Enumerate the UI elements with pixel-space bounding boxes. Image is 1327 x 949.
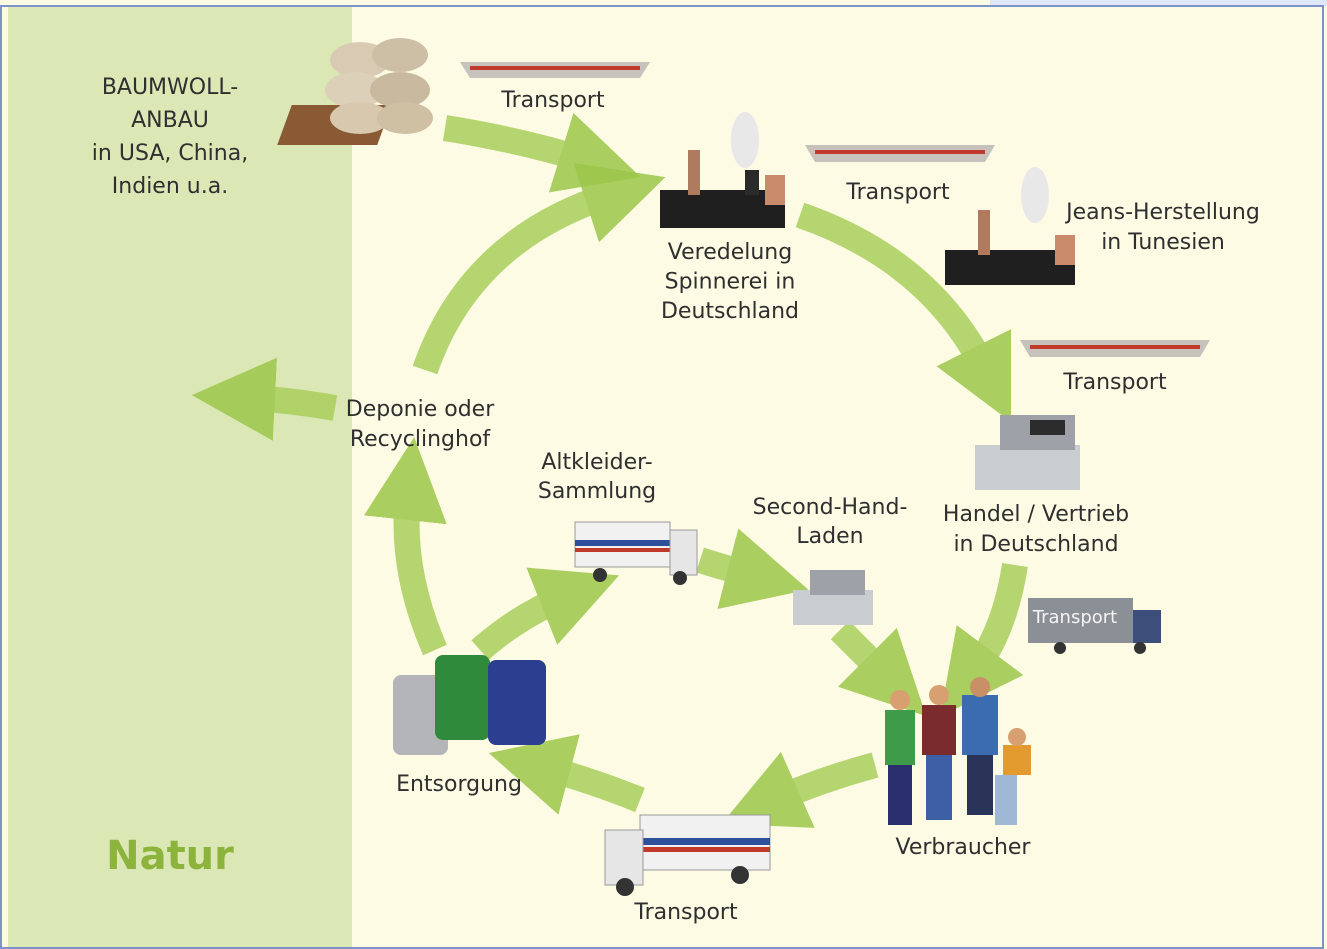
node-label: Recyclinghof [350,427,492,452]
node-label: Laden [796,524,863,549]
node-label: Entsorgung [396,772,522,797]
node-label: Second-Hand- [753,495,908,520]
region-label: Natur [106,833,234,879]
node-label: Verbraucher [896,835,1032,860]
node-label: Transport [1062,370,1167,395]
node-label: Jeans-Herstellung [1064,200,1260,225]
node-label: Transport [633,900,738,925]
node-label: in USA, China, [92,141,248,166]
node-label: Transport [1032,607,1117,628]
arrow [250,398,335,408]
node-label: in Tunesien [1101,230,1225,255]
node-label: ANBAU [131,108,209,133]
node-label: in Deutschland [953,532,1118,557]
node-label: Transport [845,180,950,205]
node-label: Indien u.a. [112,174,228,199]
page: {"nodes": [ {"lines": ["BAUMWOLL-", "ANB… [0,0,1327,949]
node-label: Deponie oder [346,397,495,422]
node-label: Spinnerei in [665,270,796,295]
node-label: Handel / Vertrieb [943,502,1129,527]
node-label: Altkleider- [541,450,652,475]
node-label: Deutschland [661,299,799,324]
diagram: BAUMWOLL- ANBAU in USA, China, Indien u.a. T… [0,0,1327,949]
node-label: Veredelung [668,240,792,265]
node-label: Transport [500,88,605,113]
node-label: BAUMWOLL- [102,75,238,100]
node-label: Sammlung [538,479,656,504]
arrow [700,560,752,575]
